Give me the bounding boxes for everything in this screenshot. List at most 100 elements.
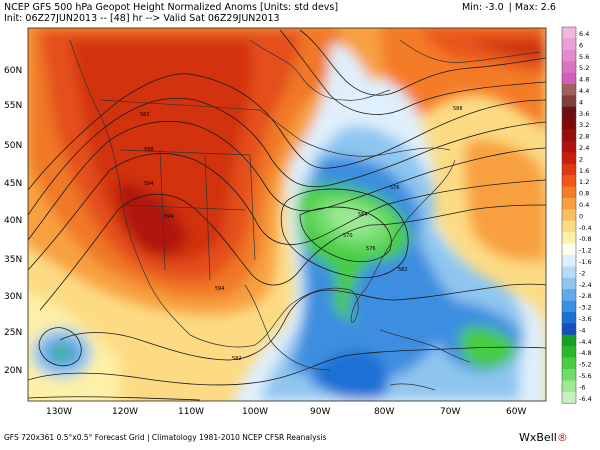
colorbar-label: -4.8 [579,349,592,357]
colorbar-label: 4.4 [579,87,589,95]
colorbar-label: 1.2 [579,178,589,186]
lat-label: 50N [4,141,22,151]
max-value: 2.6 [540,2,556,13]
valid-time-line: Init: 06Z27JUN2013 -- [48] hr --> Valid … [4,13,280,24]
colorbar-label: -2 [579,269,585,277]
colorbar-label: 0 [579,212,583,220]
colorbar-swatch [562,175,576,187]
contour-label: 576 [390,185,400,191]
colorbar-swatch [562,38,576,51]
min-max-readout: Min: -3.0 | Max: 2.6 [462,2,556,13]
colorbar-swatch [562,198,576,210]
colorbar-label: -0.8 [579,235,592,243]
colorbar-label: -3.2 [579,304,592,312]
colorbar-swatch [562,141,576,153]
contour-label: 594 [215,286,225,292]
colorbar-swatch [562,346,576,358]
colorbar-label: -5.6 [579,372,592,380]
colorbar-label: -1.6 [579,258,592,266]
colorbar-swatch [562,163,576,176]
lon-label: 120W [112,407,138,417]
colorbar-label: -2.4 [579,281,592,289]
colorbar-label: -6 [579,383,585,391]
colorbar-label: 4.8 [579,76,589,84]
lat-label: 55N [4,101,22,111]
colorbar-swatch [562,380,576,393]
lon-axis: 130W 120W 110W 100W 90W 80W 70W 60W [46,407,526,417]
colorbar-label: 2.4 [579,144,589,152]
contour-label: 582 [398,267,408,273]
lon-label: 80W [374,407,394,417]
colorbar-label: -5.2 [579,361,592,369]
brand-mark: ® [556,431,568,444]
min-label: Min: [462,2,483,13]
colorbar-swatch [562,186,576,199]
anomaly-field: 582 588 594 594 594 564 570 576 582 576 … [28,28,546,401]
colorbar-label: 5.2 [579,64,589,72]
map-title: NCEP GFS 500 hPa Geopot Height Normalize… [4,2,339,13]
colorbar-swatch [562,391,576,404]
colorbar-swatch [562,129,576,142]
colorbar-swatch [562,106,576,119]
colorbar-swatch [562,61,576,73]
colorbar-label: 5.6 [579,53,589,61]
colorbar-swatch [562,49,576,62]
colorbar-label: -2.8 [579,292,592,300]
colorbar-label: 6.4 [579,30,589,38]
plot-frame [27,27,547,402]
colorbar-swatch [562,95,576,108]
colorbar-label: 1.6 [579,167,589,175]
colorbar-label: -6.4 [579,395,592,403]
colorbar-swatch [562,277,576,290]
colorbar-swatch [562,152,576,165]
footer-credit: GFS 720x361 0.5°x0.5° Forecast Grid | Cl… [4,433,327,442]
max-label: Max: [514,2,538,13]
contour-label: 564 [358,212,368,218]
colorbar-label: 4 [579,98,583,106]
lat-label: 20N [4,366,22,376]
lon-label: 70W [440,407,460,417]
colorbar-swatch [562,266,576,279]
colorbar-label: 0.8 [579,190,589,198]
political-boundaries [69,39,541,391]
colorbar-swatch [562,334,576,347]
lon-label: 100W [242,407,268,417]
colorbar-label: 2.8 [579,133,589,141]
colorbar-label: 2 [579,155,583,163]
lon-label: 60W [506,407,526,417]
colorbar-label: 6 [579,41,583,49]
colorbar: 6.4 6 5.6 5.2 4.8 4.4 4 3.6 3.2 2.8 2.4 2 1.6 1.2 0.8 0… [561,26,592,404]
colorbar-label: -1.2 [579,247,592,255]
colorbar-swatch [562,300,576,313]
contour-label: 576 [366,246,376,252]
contour-label: 570 [343,233,353,239]
colorbar-swatch [562,289,576,301]
colorbar-label: -0.4 [579,224,592,232]
lon-label: 130W [46,407,72,417]
colorbar-swatch [562,118,576,130]
lat-label: 60N [4,66,22,76]
colorbar-label: 3.2 [579,121,589,129]
lon-label: 90W [310,407,330,417]
contour-label: 594 [144,181,154,187]
lat-label: 30N [4,292,22,302]
wxbell-logo: WxBell® [519,431,568,444]
contour-label-group: 582 588 594 594 594 564 570 576 582 576 … [140,106,463,362]
colorbar-swatch [562,357,576,370]
colorbar-label: -4 [579,326,585,334]
colorbar-swatch [562,369,576,381]
colorbar-swatch [562,220,576,233]
colorbar-swatch [562,27,576,39]
colorbar-label: -3.6 [579,315,592,323]
colorbar-label: 3.6 [579,110,589,118]
lat-label: 45N [4,179,22,189]
contour-label: 582 [140,112,150,118]
contour-label: 588 [144,147,154,153]
height-contours [28,29,546,401]
lat-label: 25N [4,328,22,338]
colorbar-label: 0.4 [579,201,589,209]
lat-label: 35N [4,255,22,265]
colorbar-frame [561,26,577,404]
min-value: -3.0 [485,2,504,13]
